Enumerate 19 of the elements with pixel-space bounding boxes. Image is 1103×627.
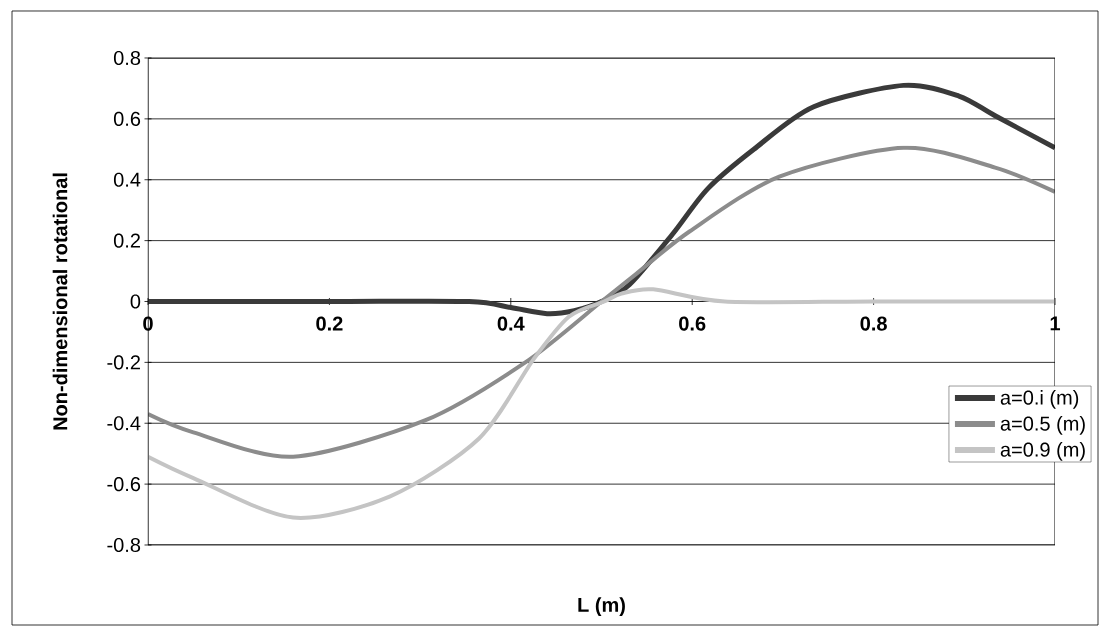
legend-label: a=0.9 (m) (1000, 442, 1085, 461)
y-tick-label: 0.4 (113, 172, 141, 187)
y-tick-label: -0.2 (107, 355, 140, 370)
x-tick-label: 0.2 (316, 316, 343, 331)
y-tick-label: -0.4 (107, 416, 141, 431)
x-tick-label: 0.8 (860, 316, 887, 331)
y-tick-label: 0.8 (113, 50, 141, 66)
y-tick-label: -0.6 (107, 477, 141, 492)
y-tick-label: 0 (130, 294, 141, 309)
legend-label: a=0.5 (m) (1000, 416, 1085, 435)
x-tick-label: 0.4 (497, 316, 525, 331)
y-tick-label: -0.8 (107, 537, 141, 553)
y-tick-label: 0.2 (113, 233, 140, 248)
x-tick-label: 1 (1050, 316, 1061, 331)
y-tick-label: 0.6 (113, 111, 141, 126)
legend-label: a=0.i (m) (1000, 390, 1079, 409)
x-tick-label: 0.6 (679, 316, 706, 331)
y-axis-title: Non-dimensional rotational (52, 173, 68, 430)
x-axis-title: L (m) (578, 597, 625, 616)
